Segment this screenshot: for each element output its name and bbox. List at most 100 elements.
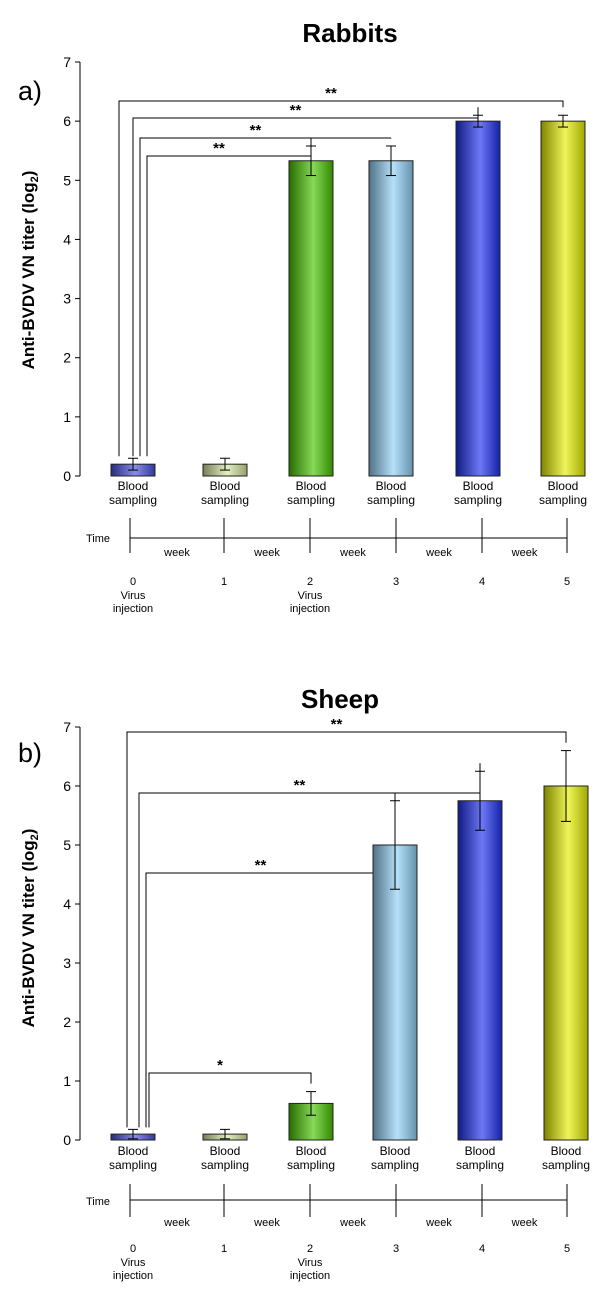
significance-label: ** [213,140,225,157]
interval-label: week [253,1217,280,1229]
chart-title: Rabbits [302,18,397,48]
significance-bracket: ** [126,716,567,1128]
y-tick-label: 3 [63,291,71,307]
interval-label: week [511,1217,538,1229]
week-number: 3 [393,1243,399,1255]
category-label: Blood sampling [454,479,502,507]
y-tick-label: 3 [63,955,71,971]
y-tick-label: 1 [63,1073,71,1089]
week-number: 4 [479,1243,485,1255]
y-tick-label: 6 [63,113,71,129]
error-bar [220,457,230,471]
week-number: 2 [307,576,313,588]
event-label: Virus injection [290,590,330,615]
bar [543,785,589,1141]
y-axis-label-close: ) [19,829,38,835]
timeline-label: Time [86,1196,110,1208]
week-number: 0 [130,576,136,588]
week-number: 5 [564,576,570,588]
significance-label: ** [255,857,267,874]
interval-label: week [425,547,452,559]
category-label: Blood sampling [371,1144,419,1172]
significance-bracket: ** [118,85,564,457]
significance-bracket: ** [145,792,396,1128]
error-bar [390,800,400,890]
significance-label: ** [294,777,306,794]
category-label: Blood sampling [542,1144,590,1172]
y-tick-label: 7 [63,719,71,735]
significance-label: * [217,1057,223,1074]
error-bar [386,145,396,177]
y-axis-label-subscript: 2 [29,176,41,182]
event-label: Virus injection [290,1257,330,1282]
category-label: Blood sampling [367,479,415,507]
y-axis-label-text: Anti-BVDV VN titer (log [19,840,38,1027]
y-tick-label: 2 [63,350,71,366]
error-bar [473,114,483,128]
category-label: Blood sampling [109,479,157,507]
error-bar [220,1128,230,1140]
error-bar [128,1128,138,1140]
significance-label: ** [325,85,337,102]
error-bar [306,1091,316,1116]
y-tick-label: 4 [63,896,71,912]
bar [288,160,334,477]
interval-label: week [339,547,366,559]
significance-bracket: ** [139,122,392,457]
week-number: 4 [479,576,485,588]
timeline-label: Time [86,533,110,545]
error-bar [561,750,571,822]
category-label: Blood sampling [539,479,587,507]
error-bar [558,114,568,128]
y-tick-label: 0 [63,1132,71,1148]
significance-label: ** [331,716,343,733]
bar [372,844,418,1141]
significance-bracket: ** [132,102,479,457]
significance-bracket: * [148,1057,312,1128]
significance-bracket: ** [146,137,312,457]
week-number: 1 [221,576,227,588]
y-tick-label: 1 [63,409,71,425]
week-number: 2 [307,1243,313,1255]
panel-rabbits: Rabbits a) Anti-BVDV VN titer (log2) 012… [18,18,587,615]
category-label: Blood sampling [201,479,249,507]
category-label: Blood sampling [201,1144,249,1172]
error-bar [475,770,485,831]
y-tick-label: 7 [63,54,71,70]
category-label: Blood sampling [109,1144,157,1172]
week-number: 3 [393,576,399,588]
y-axis-label-close: ) [19,171,38,177]
panel-label: b) [18,738,42,768]
bar [457,800,503,1141]
interval-label: week [163,1217,190,1229]
category-label: Blood sampling [287,1144,335,1172]
y-axis-label-subscript: 2 [29,834,41,840]
interval-label: week [253,547,280,559]
y-tick-label: 4 [63,231,71,247]
bar [455,120,501,477]
panel-sheep: Sheep b) Anti-BVDV VN titer (log2) 01234… [18,684,590,1282]
error-bar [128,457,138,471]
interval-label: week [339,1217,366,1229]
y-tick-label: 5 [63,172,71,188]
y-axis-label: Anti-BVDV VN titer (log2) [19,171,41,370]
y-tick-label: 2 [63,1014,71,1030]
error-bar [306,145,316,177]
week-number: 0 [130,1243,136,1255]
week-number: 5 [564,1243,570,1255]
y-axis-label: Anti-BVDV VN titer (log2) [19,829,41,1028]
interval-label: week [163,547,190,559]
significance-label: ** [290,102,302,119]
bar [368,160,414,477]
category-label: Blood sampling [456,1144,504,1172]
y-tick-label: 0 [63,468,71,484]
bar [540,120,586,477]
y-tick-label: 6 [63,778,71,794]
interval-label: week [511,547,538,559]
y-tick-label: 5 [63,837,71,853]
week-number: 1 [221,1243,227,1255]
interval-label: week [425,1217,452,1229]
category-label: Blood sampling [287,479,335,507]
event-label: Virus injection [113,1257,153,1282]
